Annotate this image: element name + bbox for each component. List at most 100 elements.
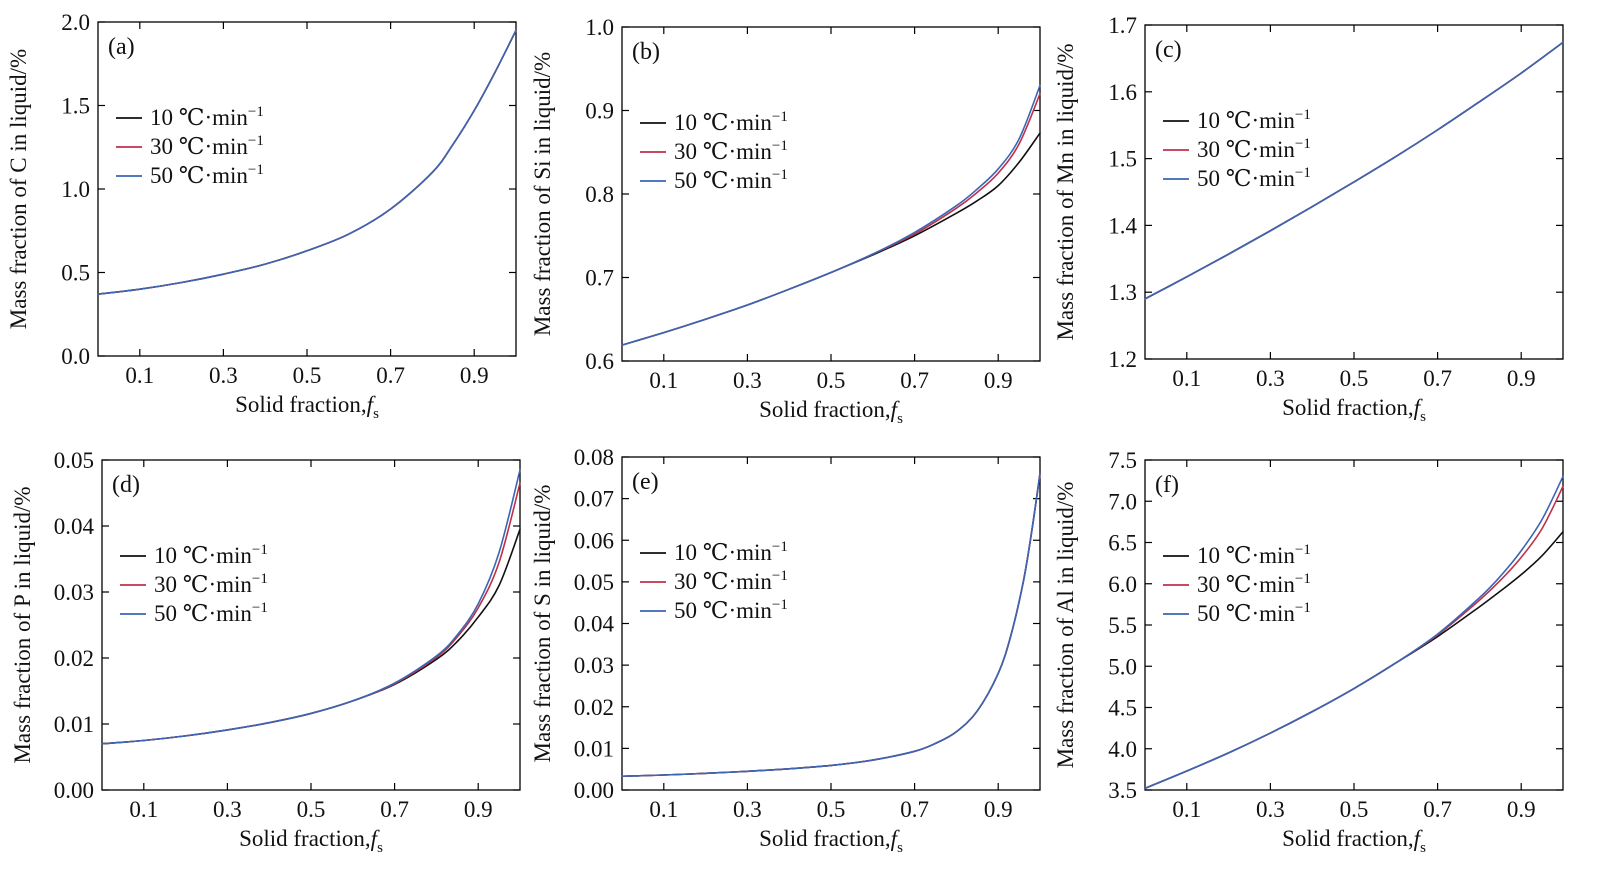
legend-label-50: 50 ℃·min−1: [674, 167, 788, 193]
x-tick-label: 0.9: [460, 363, 489, 388]
x-axis-title-text: Solid fraction,: [1282, 395, 1414, 420]
y-tick-label: 1.7: [1108, 13, 1137, 38]
y-tick-label: 1.0: [585, 15, 614, 40]
legend-label-text: 10 ℃·min: [154, 543, 252, 568]
y-tick-label: 1.2: [1108, 347, 1137, 372]
y-tick-label: 2.0: [61, 10, 90, 35]
x-tick-label: 0.3: [213, 797, 242, 822]
legend-label-text: 50 ℃·min: [1197, 601, 1295, 626]
legend-label-superscript: −1: [1295, 542, 1311, 558]
y-tick-label: 7.0: [1108, 489, 1137, 514]
legend-label-superscript: −1: [1295, 136, 1311, 152]
x-tick-label: 0.5: [1340, 797, 1369, 822]
series-line-30: [1144, 485, 1564, 790]
x-axis-title-var: f: [367, 392, 377, 417]
x-tick-label: 0.9: [464, 797, 493, 822]
legend-label-superscript: −1: [772, 167, 788, 183]
x-axis-title-sub: s: [373, 406, 379, 422]
series-line-50: [621, 84, 1041, 346]
x-axis-title: Solid fraction,fs: [1282, 826, 1426, 856]
legend-label-superscript: −1: [1295, 165, 1311, 181]
series-line-50: [1144, 475, 1564, 790]
legend-label-superscript: −1: [248, 162, 264, 178]
y-axis-title: Mass fraction of P in liquid/%: [10, 486, 35, 763]
y-axis-title: Mass fraction of Al in liquid/%: [1053, 482, 1078, 769]
series-line-30: [621, 472, 1041, 778]
y-tick-label: 0.03: [54, 580, 94, 605]
legend-label-30: 30 ℃·min−1: [674, 138, 788, 164]
x-axis-title-var: f: [1414, 395, 1424, 420]
x-tick-label: 0.3: [733, 368, 762, 393]
x-axis-title-sub: s: [897, 840, 903, 856]
y-tick-label: 0.08: [574, 445, 614, 470]
y-tick-label: 1.6: [1108, 80, 1137, 105]
panel-f: 0.1 0.3 0.5 0.7 0.9 3.5 4.0 4.5 5.0 5.5 6.0 6.5 7.0 7…: [1053, 448, 1564, 856]
y-tick-label: 0.7: [585, 266, 614, 291]
y-tick-label: 1.3: [1108, 280, 1137, 305]
y-tick-label: 3.5: [1108, 778, 1137, 803]
y-tick-label: 4.0: [1108, 737, 1137, 762]
panel-a: 0.1 0.3 0.5 0.7 0.9 0.0 0.5 1.0 1.5 2.0 Solid frac…: [6, 10, 517, 422]
legend-label-superscript: −1: [1295, 600, 1311, 616]
legend-label-superscript: −1: [248, 133, 264, 149]
legend-label-text: 30 ℃·min: [1197, 137, 1295, 162]
x-tick-label: 0.9: [1507, 366, 1536, 391]
y-tick-label: 0.06: [574, 528, 614, 553]
x-axis-title-sub: s: [1420, 409, 1426, 425]
x-tick-label: 0.3: [733, 797, 762, 822]
x-axis-title-var: f: [891, 826, 901, 851]
x-axis-title-text: Solid fraction,: [235, 392, 367, 417]
x-tick-label: 0.5: [1340, 366, 1369, 391]
plot-frame: [621, 26, 1041, 362]
y-axis-title: Mass fraction of C in liquid/%: [6, 49, 31, 329]
panel-letter: (b): [632, 39, 660, 65]
y-tick-label: 6.5: [1108, 531, 1137, 556]
legend-label-50: 50 ℃·min−1: [154, 600, 268, 626]
legend-label-superscript: −1: [252, 571, 268, 587]
legend-label-superscript: −1: [772, 597, 788, 613]
x-axis-title: Solid fraction,fs: [1282, 395, 1426, 425]
x-tick-label: 0.1: [649, 797, 678, 822]
y-tick-label: 5.0: [1108, 654, 1137, 679]
plot-frame: [97, 21, 517, 357]
legend-label-text: 10 ℃·min: [150, 105, 248, 130]
legend-label-30: 30 ℃·min−1: [154, 571, 268, 597]
legend-label-50: 50 ℃·min−1: [150, 162, 264, 188]
legend-label-superscript: −1: [1295, 107, 1311, 123]
y-tick-label: 5.5: [1108, 613, 1137, 638]
legend-label-text: 50 ℃·min: [150, 163, 248, 188]
y-tick-label: 0.03: [574, 653, 614, 678]
y-tick-label: 6.0: [1108, 572, 1137, 597]
legend-label-30: 30 ℃·min−1: [150, 133, 264, 159]
y-tick-label: 0.02: [54, 646, 94, 671]
x-tick-label: 0.1: [125, 363, 154, 388]
series-line-50: [101, 469, 521, 745]
y-tick-label: 1.5: [61, 94, 90, 119]
legend-label-30: 30 ℃·min−1: [674, 568, 788, 594]
x-axis-title: Solid fraction,fs: [759, 397, 903, 427]
x-tick-label: 0.5: [297, 797, 326, 822]
x-tick-label: 0.9: [1507, 797, 1536, 822]
y-axis-title: Mass fraction of Mn in liquid/%: [1053, 43, 1078, 340]
plot-frame: [1144, 24, 1564, 360]
x-axis-title-var: f: [371, 826, 381, 851]
y-tick-label: 0.00: [54, 778, 94, 803]
x-tick-label: 0.5: [293, 363, 322, 388]
y-axis-title: Mass fraction of Si in liquid/%: [530, 52, 555, 336]
y-tick-label: 0.04: [54, 514, 95, 539]
panel-letter: (a): [108, 34, 135, 60]
legend-label-50: 50 ℃·min−1: [1197, 600, 1311, 626]
legend-label-text: 10 ℃·min: [1197, 108, 1295, 133]
y-tick-label: 4.5: [1108, 696, 1137, 721]
legend-label-text: 30 ℃·min: [154, 572, 252, 597]
legend-label-10: 10 ℃·min−1: [674, 109, 788, 135]
x-axis-title-sub: s: [897, 411, 903, 427]
series-line-50: [621, 472, 1041, 778]
x-tick-label: 0.1: [1172, 797, 1201, 822]
legend-label-text: 30 ℃·min: [1197, 572, 1295, 597]
x-tick-label: 0.3: [209, 363, 238, 388]
legend-label-30: 30 ℃·min−1: [1197, 571, 1311, 597]
legend-label-text: 10 ℃·min: [1197, 543, 1295, 568]
legend-label-superscript: −1: [772, 539, 788, 555]
